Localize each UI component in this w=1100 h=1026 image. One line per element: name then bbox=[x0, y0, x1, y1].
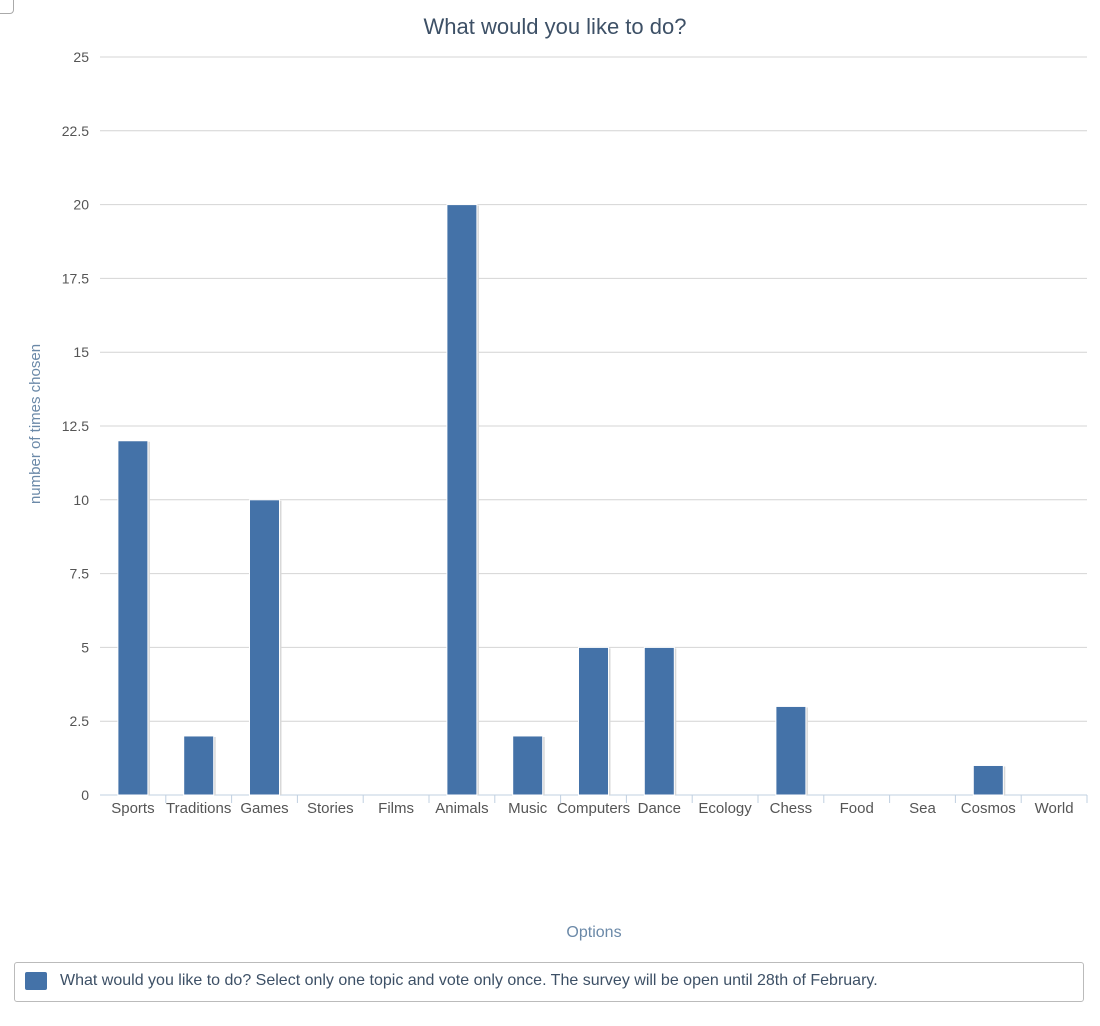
y-tick-label: 7.5 bbox=[70, 566, 90, 582]
bar-sports[interactable] bbox=[117, 440, 149, 796]
legend-swatch bbox=[25, 972, 47, 990]
corner-checkbox bbox=[0, 0, 14, 14]
y-tick-label: 22.5 bbox=[62, 123, 89, 139]
bar-chess[interactable] bbox=[775, 705, 807, 796]
bar-chart: What would you like to do? number of tim… bbox=[27, 14, 1088, 941]
y-tick-label: 12.5 bbox=[62, 418, 89, 434]
y-tick-label: 17.5 bbox=[62, 270, 89, 286]
x-tick-label: Animals bbox=[435, 800, 488, 817]
bar-animals[interactable] bbox=[446, 204, 478, 796]
x-tick-label: Food bbox=[840, 800, 874, 817]
x-tick-label: Cosmos bbox=[961, 800, 1016, 817]
x-tick-label: World bbox=[1035, 800, 1074, 817]
x-tick-label: Traditions bbox=[166, 800, 231, 817]
y-tick-label: 25 bbox=[73, 49, 89, 65]
y-tick-label: 15 bbox=[73, 344, 89, 360]
x-tick-label: Games bbox=[240, 800, 288, 817]
x-tick-label: Films bbox=[378, 800, 414, 817]
x-tick-label: Dance bbox=[638, 800, 681, 817]
bar-music[interactable] bbox=[512, 735, 544, 796]
legend: What would you like to do? Select only o… bbox=[14, 962, 1084, 1002]
y-tick-label: 0 bbox=[81, 787, 89, 803]
x-tick-label: Sports bbox=[111, 800, 154, 817]
y-axis-label: number of times chosen bbox=[27, 344, 44, 504]
legend-label: What would you like to do? Select only o… bbox=[60, 972, 878, 989]
y-tick-label: 2.5 bbox=[70, 713, 90, 729]
x-tick-label: Stories bbox=[307, 800, 354, 817]
bar-cosmos[interactable] bbox=[972, 764, 1004, 796]
bar-traditions[interactable] bbox=[183, 735, 215, 796]
bar-games[interactable] bbox=[249, 499, 280, 796]
x-axis-label: Options bbox=[566, 924, 621, 941]
x-tick-label: Music bbox=[508, 800, 548, 817]
chart-title: What would you like to do? bbox=[424, 14, 687, 39]
bar-computers[interactable] bbox=[578, 646, 609, 796]
x-tick-label: Chess bbox=[770, 800, 813, 817]
x-tick-label: Ecology bbox=[698, 800, 752, 817]
y-tick-label: 10 bbox=[73, 492, 89, 508]
y-tick-label: 5 bbox=[81, 639, 89, 655]
y-tick-label: 20 bbox=[73, 197, 89, 213]
x-tick-label: Sea bbox=[909, 800, 936, 817]
bar-dance[interactable] bbox=[643, 646, 675, 796]
x-tick-label: Computers bbox=[557, 800, 630, 817]
